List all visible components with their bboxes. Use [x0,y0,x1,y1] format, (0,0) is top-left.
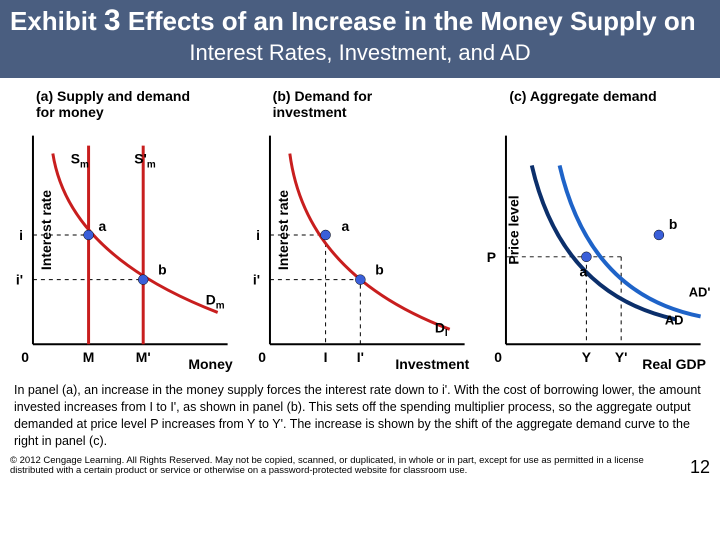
panels-container: Interest rate (a) Supply and demandfor m… [0,78,720,378]
panel-b-ylabel: Interest rate [275,190,291,270]
panel-c: Price level (c) Aggregate demand AD AD' a b… [481,86,712,374]
panel-c-title: (c) Aggregate demand [509,88,656,104]
svg-text:S'm: S'm [134,150,156,170]
svg-text:a: a [341,218,349,234]
svg-text:i: i [19,227,23,243]
svg-text:a: a [580,264,588,280]
svg-text:Y: Y [582,349,592,365]
svg-text:DI: DI [434,319,447,339]
svg-text:M: M [83,349,95,365]
svg-text:M': M' [136,349,151,365]
exhibit-header: Exhibit 3 Effects of an Increase in the … [0,0,720,78]
explanation-text: In panel (a), an increase in the money s… [0,378,720,454]
panel-b-title: (b) Demand forinvestment [273,88,373,120]
panel-c-xlabel: Real GDP [642,356,706,372]
copyright-text: © 2012 Cengage Learning. All Rights Rese… [10,456,678,478]
svg-text:0: 0 [21,349,29,365]
exhibit-prefix: Exhibit [10,6,97,36]
panel-a-ylabel: Interest rate [38,190,54,270]
panel-c-ylabel: Price level [506,195,522,264]
svg-text:I: I [323,349,327,365]
svg-text:AD': AD' [689,285,711,300]
svg-text:b: b [669,216,678,232]
panel-a-title: (a) Supply and demandfor money [36,88,190,120]
svg-text:I': I' [356,349,363,365]
svg-text:b: b [158,262,167,278]
svg-text:0: 0 [258,349,266,365]
exhibit-title: Effects of an Increase in the Money Supp… [128,6,696,36]
svg-text:0: 0 [495,349,503,365]
exhibit-number: 3 [104,4,121,37]
panel-b: Interest rate (b) Demand forinvestment D… [245,86,476,374]
svg-text:i': i' [16,272,23,288]
svg-text:AD: AD [665,312,684,327]
svg-text:b: b [375,262,384,278]
panel-b-xlabel: Investment [395,356,469,372]
panel-a-xlabel: Money [188,356,232,372]
svg-text:Y': Y' [615,349,628,365]
page-number: 12 [678,457,710,478]
svg-text:P: P [487,249,496,265]
svg-text:Sm: Sm [71,150,89,170]
svg-text:i: i [256,227,260,243]
footer: © 2012 Cengage Learning. All Rights Rese… [0,454,720,482]
exhibit-subtitle: Interest Rates, Investment, and AD [10,40,710,66]
svg-text:i': i' [253,272,260,288]
panel-a: Interest rate (a) Supply and demandfor m… [8,86,239,374]
svg-text:a: a [99,218,107,234]
